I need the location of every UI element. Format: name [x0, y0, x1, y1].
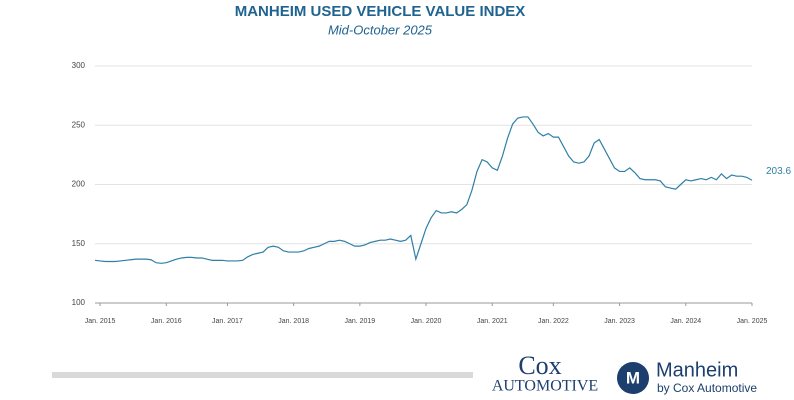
x-tick-label: Jan. 2025 — [736, 318, 768, 325]
cox-logo-sub: AUTOMOTIVE — [492, 378, 598, 395]
x-tick-label-box: Jan. 2019 — [344, 318, 376, 325]
manheim-icon-bg — [617, 362, 649, 394]
x-tick-label-box: Jan. 2020 — [410, 318, 442, 325]
cox-logo: Cox — [518, 351, 561, 380]
x-tick-label-box: Jan. 2021 — [476, 318, 508, 325]
end-value-label: 203.6 — [766, 166, 791, 177]
x-tick-label: Jan. 2016 — [150, 318, 182, 325]
x-tick-label-box: Jan. 2016 — [150, 318, 182, 325]
footer-bar — [52, 372, 473, 378]
x-tick-label: Jan. 2024 — [670, 318, 702, 325]
line-series — [94, 116, 753, 264]
y-tick-label: 200 — [72, 180, 86, 189]
x-tick-label: Jan. 2018 — [278, 318, 309, 325]
manheim-icon: M — [626, 368, 640, 387]
x-tick-label: Jan. 2017 — [212, 318, 243, 325]
manheim-logo: Manheim — [656, 359, 738, 381]
manheim-logo-sub: by Cox Automotive — [657, 381, 757, 395]
y-tick-label: 100 — [72, 298, 86, 307]
x-tick-label-box: Jan. 2018 — [278, 318, 309, 325]
x-tick-label: Jan. 2020 — [410, 318, 442, 325]
x-tick-label-box: Jan. 2023 — [604, 318, 635, 325]
x-tick-label: Jan. 2023 — [604, 318, 635, 325]
y-tick-label: 300 — [72, 61, 86, 70]
y-tick-label: 250 — [72, 120, 86, 129]
x-tick-label-box: Jan. 2025 — [736, 318, 768, 325]
x-tick-label: Jan. 2022 — [537, 318, 569, 325]
x-tick-label-box: Jan. 2022 — [537, 318, 569, 325]
x-tick-label: Jan. 2021 — [476, 318, 508, 325]
x-tick-label: Jan. 2015 — [84, 318, 116, 325]
x-tick-label: Jan. 2019 — [344, 318, 376, 325]
x-tick-label-box: Jan. 2015 — [84, 318, 116, 325]
x-tick-label-box: Jan. 2017 — [212, 318, 243, 325]
y-tick-label: 150 — [72, 239, 86, 248]
chart-title: MANHEIM USED VEHICLE VALUE INDEX — [235, 3, 526, 20]
x-tick-label-box: Jan. 2024 — [670, 318, 702, 325]
chart-subtitle: Mid-October 2025 — [328, 22, 433, 37]
